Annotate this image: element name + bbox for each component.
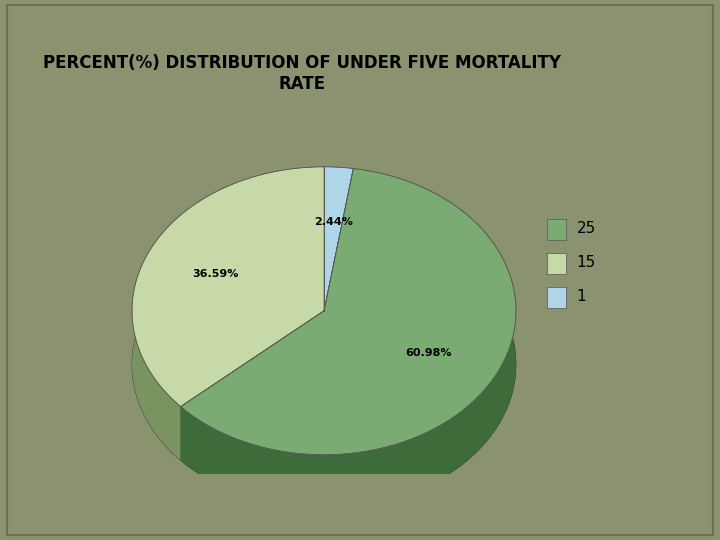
Polygon shape (181, 168, 516, 509)
Polygon shape (324, 168, 354, 364)
Polygon shape (324, 167, 354, 222)
Polygon shape (132, 167, 324, 407)
Polygon shape (181, 168, 516, 455)
Text: 15: 15 (577, 255, 596, 270)
Text: PERCENT(%) DISTRIBUTION OF UNDER FIVE MORTALITY
RATE: PERCENT(%) DISTRIBUTION OF UNDER FIVE MO… (43, 54, 562, 93)
Polygon shape (324, 168, 354, 364)
FancyBboxPatch shape (547, 253, 566, 274)
Polygon shape (132, 167, 324, 461)
Polygon shape (324, 167, 354, 311)
Polygon shape (181, 311, 324, 461)
Text: 2.44%: 2.44% (314, 217, 353, 227)
Ellipse shape (132, 220, 516, 509)
Text: 36.59%: 36.59% (192, 269, 238, 279)
Text: 60.98%: 60.98% (405, 348, 452, 359)
FancyBboxPatch shape (547, 219, 566, 240)
Text: 1: 1 (577, 289, 586, 303)
Polygon shape (181, 311, 324, 461)
FancyBboxPatch shape (547, 287, 566, 308)
Text: 25: 25 (577, 221, 596, 236)
